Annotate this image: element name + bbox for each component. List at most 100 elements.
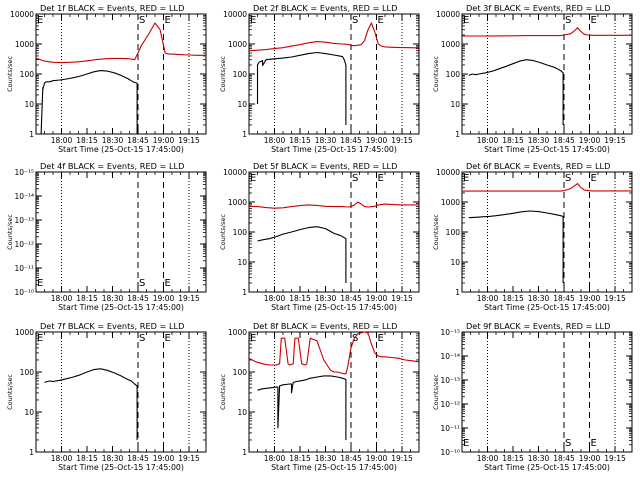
x-tick-label: 18:15	[289, 294, 311, 303]
x-tick-label: 18:45	[340, 294, 362, 303]
x-tick-label: 18:45	[340, 454, 362, 463]
y-tick-label: 10000	[223, 168, 247, 177]
y-tick-label: 100	[233, 228, 248, 237]
chart-panel-6: Det 6f BLACK = Events, RED = LLD 1 10 100 10…	[432, 161, 633, 312]
x-tick-label: 18:15	[502, 454, 524, 463]
chart-title: Det 6f BLACK = Events, RED = LLD	[466, 161, 610, 171]
x-tick-label: 19:00	[366, 136, 388, 145]
y-tick-label: 10	[24, 408, 34, 417]
x-tick-label: 19:15	[178, 294, 200, 303]
x-axis-label: Start Time (25-Oct-15 17:45:00)	[484, 463, 610, 472]
y-tick-label: 100	[233, 70, 248, 79]
y-tick-label: 10⁻¹⁴	[14, 192, 34, 201]
marker-label: E	[250, 173, 256, 184]
y-tick-label: 1000	[15, 328, 34, 337]
y-tick-label: 100	[20, 70, 35, 79]
y-tick-label: 1	[242, 288, 247, 297]
x-tick-label: 18:45	[553, 454, 575, 463]
x-tick-label: 18:30	[528, 294, 550, 303]
chart-title: Det 7f BLACK = Events, RED = LLD	[40, 321, 184, 331]
x-tick-label: 19:00	[153, 294, 175, 303]
marker-label: S	[352, 15, 358, 26]
series-line-lld	[248, 331, 420, 375]
marker-label: E	[463, 173, 469, 184]
x-tick-label: 18:15	[76, 136, 98, 145]
y-axis-label: Counts/sec	[432, 214, 440, 250]
x-tick-label: 19:00	[153, 454, 175, 463]
x-tick-label: 18:00	[477, 136, 499, 145]
y-tick-label: 10⁻¹⁴	[440, 352, 460, 361]
marker-label: S	[139, 15, 145, 26]
chart-title: Det 2f BLACK = Events, RED = LLD	[253, 3, 397, 13]
marker-label: E	[37, 15, 43, 26]
y-tick-label: 10⁻¹¹	[440, 424, 460, 433]
x-tick-label: 18:00	[51, 136, 73, 145]
x-tick-label: 18:45	[340, 136, 362, 145]
series-line-events	[256, 51, 347, 125]
marker-label: E	[378, 173, 384, 184]
chart-panel-9: Det 9f BLACK = Events, RED = LLD 10⁻¹⁰ 10⁻…	[432, 321, 633, 472]
marker-label: E	[37, 278, 43, 289]
y-axis-label: Counts/sec	[219, 214, 227, 250]
x-tick-label: 19:00	[579, 294, 601, 303]
x-tick-label: 18:30	[102, 294, 124, 303]
y-tick-label: 1	[455, 130, 460, 139]
y-axis-label: Counts/sec	[219, 374, 227, 410]
marker-label: E	[250, 15, 256, 26]
y-axis-label: Counts/sec	[432, 56, 440, 92]
chart-panel-8: Det 8f BLACK = Events, RED = LLD 1 10 100 10…	[219, 321, 420, 472]
series-line-events	[44, 368, 138, 440]
x-axis-label: Start Time (25-Oct-15 17:45:00)	[58, 303, 184, 312]
series-line-lld	[248, 201, 419, 209]
x-tick-label: 18:30	[102, 454, 124, 463]
y-tick-label: 10	[237, 408, 247, 417]
marker-label: S	[565, 438, 571, 449]
x-axis-label: Start Time (25-Oct-15 17:45:00)	[271, 463, 397, 472]
chart-title: Det 1f BLACK = Events, RED = LLD	[40, 3, 184, 13]
series-line-lld	[35, 22, 206, 64]
marker-label: S	[139, 333, 145, 344]
x-tick-label: 18:00	[477, 294, 499, 303]
y-tick-label: 1000	[228, 328, 247, 337]
x-tick-label: 18:45	[127, 294, 149, 303]
y-tick-label: 10⁻¹⁵	[440, 328, 460, 337]
marker-label: E	[463, 15, 469, 26]
chart-title: Det 9f BLACK = Events, RED = LLD	[466, 321, 610, 331]
y-tick-label: 10⁻¹²	[14, 240, 34, 249]
x-tick-label: 18:15	[289, 136, 311, 145]
x-tick-label: 19:15	[391, 136, 413, 145]
x-tick-label: 18:45	[553, 136, 575, 145]
marker-label: E	[165, 278, 171, 289]
marker-label: E	[37, 333, 43, 344]
x-tick-label: 18:15	[502, 136, 524, 145]
y-tick-label: 10	[450, 258, 460, 267]
y-tick-label: 10⁻¹²	[440, 400, 460, 409]
y-axis-label: Counts/sec	[432, 374, 440, 410]
y-tick-label: 100	[446, 228, 461, 237]
y-tick-label: 1	[242, 448, 247, 457]
marker-label: E	[378, 333, 384, 344]
marker-label: E	[165, 333, 171, 344]
x-tick-label: 18:15	[76, 294, 98, 303]
marker-label: E	[591, 15, 597, 26]
y-tick-label: 10⁻¹⁰	[14, 288, 34, 297]
y-tick-label: 1	[242, 130, 247, 139]
x-tick-label: 18:45	[127, 136, 149, 145]
y-tick-label: 10⁻¹⁰	[440, 448, 460, 457]
series-line-events	[257, 375, 347, 440]
series-line-events	[257, 226, 347, 283]
x-tick-label: 18:00	[51, 294, 73, 303]
x-tick-label: 18:30	[315, 294, 337, 303]
x-tick-label: 19:15	[178, 136, 200, 145]
series-line-lld	[462, 27, 632, 37]
x-axis-label: Start Time (25-Oct-15 17:45:00)	[58, 145, 184, 154]
marker-label: S	[352, 173, 358, 184]
x-tick-label: 19:15	[604, 294, 626, 303]
x-tick-label: 18:00	[264, 294, 286, 303]
chart-title: Det 3f BLACK = Events, RED = LLD	[466, 3, 610, 13]
marker-label: E	[250, 333, 256, 344]
series-line-lld	[248, 22, 420, 52]
y-axis-label: Counts/sec	[6, 374, 14, 410]
chart-panel-3: Det 3f BLACK = Events, RED = LLD 1 10 100 10…	[432, 3, 633, 154]
x-tick-label: 18:45	[553, 294, 575, 303]
